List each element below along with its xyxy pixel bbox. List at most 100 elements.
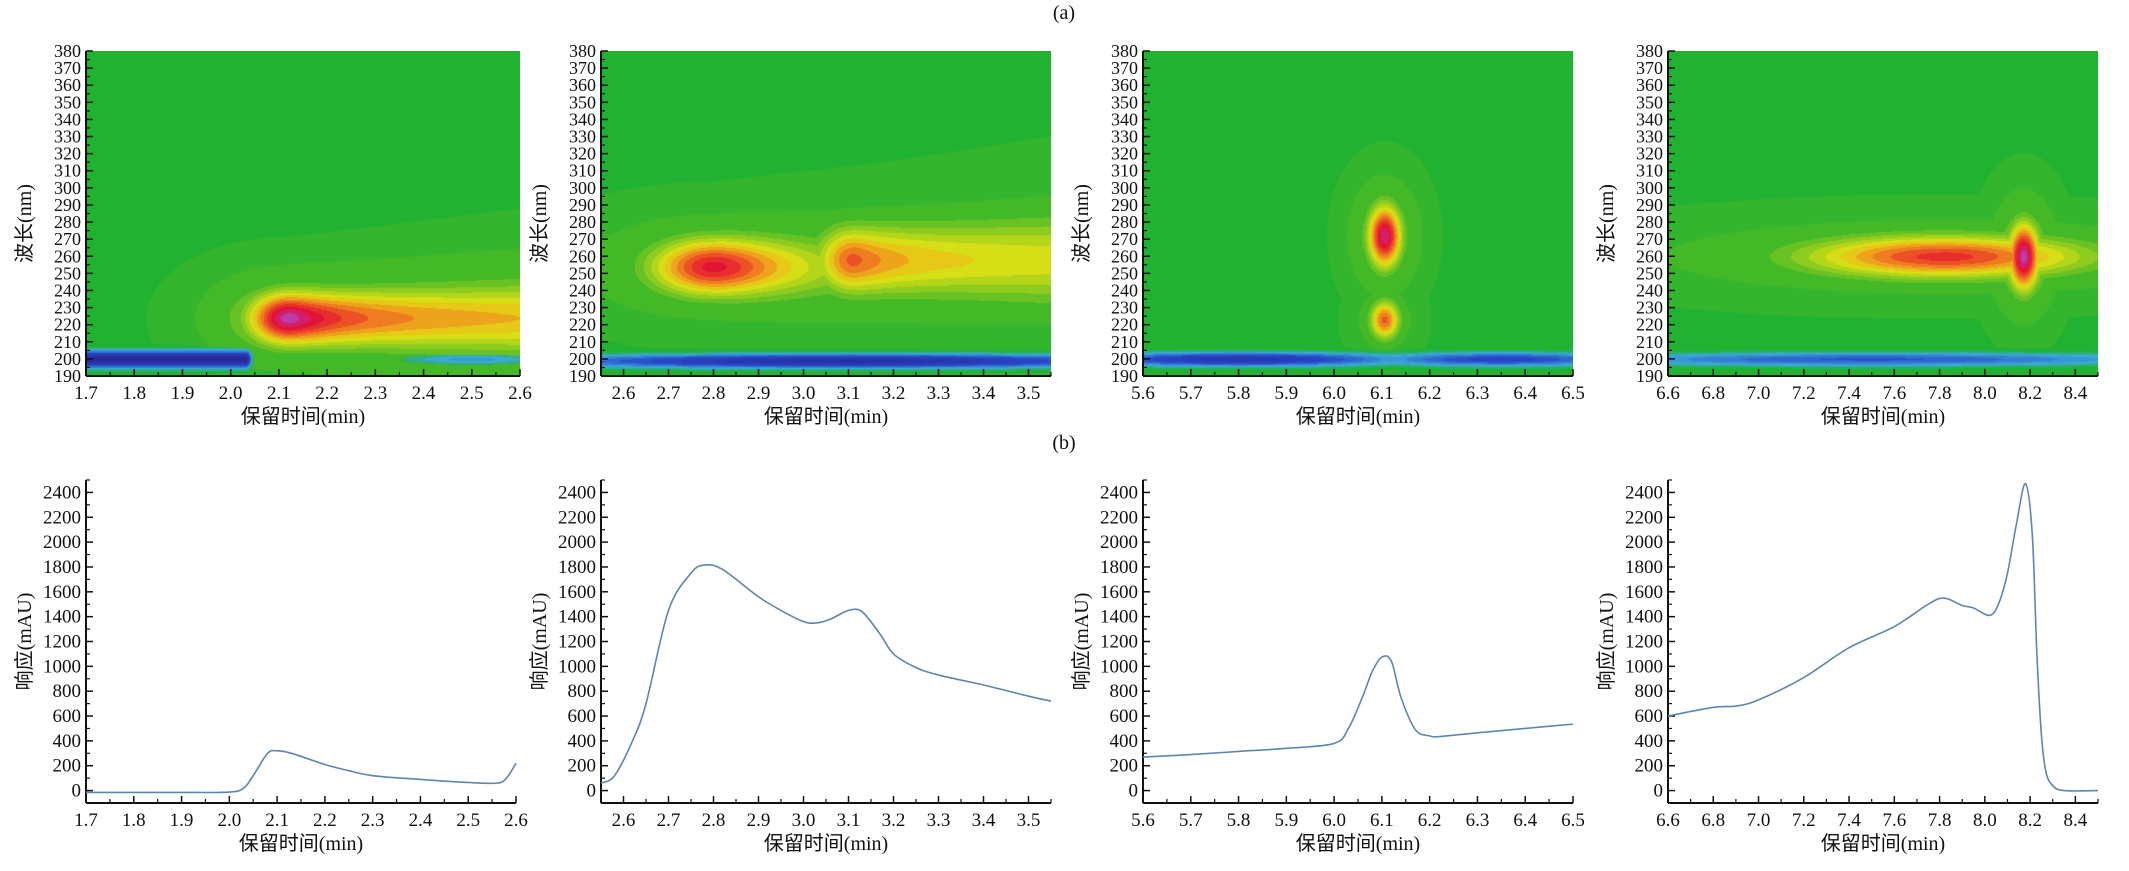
x-tick-label: 2.9 [747,383,771,404]
y-tick-label: 1200 [43,632,81,653]
y-tick-label: 1600 [1625,582,1663,603]
x-axis-title: 保留时间(min) [239,832,363,855]
x-tick-label: 2.7 [657,810,681,831]
x-tick-label: 1.9 [170,810,194,831]
y-tick-label: 370 [54,58,81,78]
x-tick-label: 2.4 [409,810,433,831]
y-tick-label: 260 [569,246,596,266]
x-tick-label: 3.3 [927,383,951,404]
y-tick-label: 190 [54,366,81,386]
heatmap-surface [601,51,1051,376]
y-tick-label: 0 [1654,781,1664,802]
y-tick-label: 380 [54,41,81,61]
y-tick-label: 230 [569,298,596,318]
y-tick-label: 400 [568,731,597,752]
y-tick-label: 1200 [1625,632,1663,653]
y-axis-title: 波长(nm) [13,184,36,263]
y-tick-label: 310 [569,161,596,181]
x-tick-label: 7.8 [1928,383,1952,404]
x-tick-label: 7.4 [1837,383,1861,404]
x-tick-label: 5.6 [1131,810,1155,831]
y-tick-label: 1200 [558,632,596,653]
x-tick-label: 7.0 [1747,810,1771,831]
y-tick-label: 400 [1110,731,1139,752]
x-tick-label: 6.0 [1322,383,1346,404]
y-tick-label: 1600 [558,582,596,603]
x-tick-label: 3.2 [882,810,906,831]
y-tick-label: 1800 [558,557,596,578]
x-tick-label: 2.2 [315,383,339,404]
y-tick-label: 360 [1111,75,1138,95]
y-tick-label: 190 [1636,366,1663,386]
x-tick-label: 2.8 [702,810,726,831]
chromatogram-line [1142,655,1574,758]
y-tick-label: 210 [1636,332,1663,352]
y-tick-label: 200 [1110,756,1139,777]
x-axis-title: 保留时间(min) [764,832,888,855]
x-tick-label: 3.4 [972,810,996,831]
x-tick-label: 5.7 [1179,383,1203,404]
y-tick-label: 300 [54,178,81,198]
x-tick-label: 8.4 [2063,383,2087,404]
y-tick-label: 280 [1111,212,1138,232]
x-tick-label: 1.7 [74,810,98,831]
y-tick-label: 360 [569,75,596,95]
y-tick-label: 360 [1636,75,1663,95]
x-tick-label: 2.0 [217,810,241,831]
y-tick-label: 2200 [558,507,596,528]
y-tick-label: 1000 [43,656,81,677]
y-tick-label: 1400 [1625,607,1663,628]
y-tick-label: 190 [569,366,596,386]
x-tick-label: 7.2 [1792,810,1816,831]
y-tick-label: 270 [569,229,596,249]
panel-label-a: (a) [1052,2,1076,24]
y-tick-label: 1800 [1625,557,1663,578]
y-tick-label: 330 [569,127,596,147]
y-tick-label: 370 [569,58,596,78]
y-tick-label: 380 [1111,41,1138,61]
y-tick-label: 1400 [558,607,596,628]
y-tick-label: 300 [569,178,596,198]
x-tick-label: 5.8 [1227,383,1251,404]
y-tick-label: 220 [1111,315,1138,335]
y-tick-label: 1200 [1100,632,1138,653]
y-tick-label: 1600 [1100,582,1138,603]
y-tick-label: 220 [1636,315,1663,335]
y-tick-label: 260 [1111,246,1138,266]
x-tick-label: 3.0 [792,383,816,404]
y-tick-label: 290 [1111,195,1138,215]
heatmap-a2: 2.6 2.7 2.8 2.9 3.0 3.1 3.2 3.3 3.4 3.51902002102… [528,41,1052,428]
y-tick-label: 340 [54,109,81,129]
x-tick-label: 6.8 [1701,383,1725,404]
y-tick-label: 260 [54,246,81,266]
heatmap-surface [1143,51,1573,376]
x-tick-label: 1.9 [171,383,195,404]
x-tick-label: 2.1 [267,383,291,404]
y-tick-label: 270 [1636,229,1663,249]
x-tick-label: 5.9 [1274,810,1298,831]
y-tick-label: 290 [1636,195,1663,215]
y-tick-label: 240 [1111,280,1138,300]
y-tick-label: 350 [54,92,81,112]
y-tick-label: 2200 [1625,507,1663,528]
x-tick-label: 8.0 [1973,383,1997,404]
y-tick-label: 200 [1636,349,1663,369]
x-tick-label: 3.5 [1017,383,1041,404]
chromatogram-line [86,749,517,794]
y-tick-label: 280 [569,212,596,232]
y-tick-label: 2400 [1625,482,1663,503]
x-tick-label: 6.8 [1701,810,1725,831]
y-tick-label: 290 [569,195,596,215]
line-chart-b4: 6.6 6.8 7.0 7.2 7.4 7.6 7.8 8.0 8.2 8.4 0 200 400 600… [1595,479,2099,855]
x-tick-label: 6.0 [1322,810,1346,831]
y-tick-label: 1000 [558,656,596,677]
y-tick-label: 1000 [1100,656,1138,677]
x-tick-label: 6.1 [1370,810,1394,831]
y-tick-label: 800 [1110,681,1139,702]
y-tick-label: 1600 [43,582,81,603]
y-tick-label: 230 [1636,298,1663,318]
x-tick-label: 2.9 [747,810,771,831]
y-tick-label: 1400 [43,607,81,628]
y-tick-label: 280 [54,212,81,232]
y-tick-label: 350 [569,92,596,112]
